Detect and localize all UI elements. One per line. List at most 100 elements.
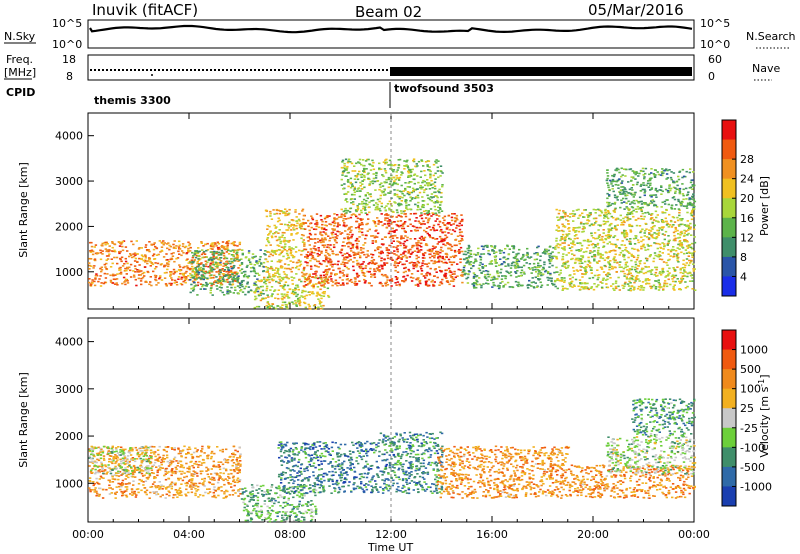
data-cell: [267, 234, 270, 236]
data-cell: [404, 215, 408, 218]
data-cell: [409, 196, 412, 199]
data-cell: [556, 216, 559, 219]
data-cell: [288, 246, 291, 248]
data-cell: [414, 197, 417, 200]
data-cell: [172, 252, 175, 254]
data-cell: [650, 188, 653, 190]
data-cell: [412, 158, 416, 160]
data-cell: [672, 267, 675, 269]
data-cell: [689, 212, 693, 215]
data-cell: [222, 265, 225, 267]
data-cell: [314, 223, 317, 225]
data-cell: [158, 240, 161, 242]
data-cell: [432, 224, 436, 227]
data-cell: [558, 209, 561, 212]
data-cell: [409, 276, 413, 279]
data-cell: [316, 260, 319, 263]
data-cell: [235, 249, 239, 252]
data-cell: [671, 280, 675, 283]
data-cell: [630, 285, 633, 288]
data-cell: [612, 258, 615, 261]
data-cell: [374, 189, 377, 191]
data-cell: [269, 215, 272, 217]
data-cell: [593, 250, 596, 252]
data-cell: [124, 257, 127, 260]
data-cell: [595, 261, 599, 263]
data-cell: [251, 253, 255, 255]
data-cell: [355, 176, 358, 178]
data-cell: [133, 265, 137, 267]
data-cell: [455, 244, 458, 247]
data-cell: [370, 256, 374, 259]
data-cell: [366, 253, 369, 256]
data-cell: [414, 203, 417, 206]
data-cell: [459, 274, 463, 277]
data-cell: [363, 281, 367, 284]
data-cell: [353, 193, 356, 196]
data-cell: [581, 212, 584, 215]
data-cell: [363, 275, 367, 277]
data-cell: [226, 274, 230, 277]
data-cell: [217, 272, 221, 274]
data-cell: [380, 273, 384, 276]
data-cell: [459, 269, 462, 271]
data-cell: [655, 237, 658, 240]
data-cell: [220, 252, 223, 255]
data-cell: [640, 236, 643, 239]
data-cell: [259, 256, 262, 258]
data-cell: [331, 236, 335, 239]
data-cell: [555, 266, 558, 269]
data-cell: [393, 221, 396, 223]
data-cell: [179, 272, 182, 275]
data-cell: [289, 225, 293, 227]
data-cell: [634, 261, 637, 263]
data-cell: [472, 284, 476, 287]
data-cell: [633, 248, 636, 250]
data-cell: [561, 285, 564, 288]
data-cell: [312, 228, 316, 230]
data-cell: [153, 242, 156, 244]
data-cell: [346, 252, 349, 255]
data-cell: [468, 270, 471, 273]
data-cell: [613, 203, 616, 205]
data-cell: [304, 284, 308, 286]
data-cell: [175, 245, 178, 247]
data-cell: [332, 281, 335, 283]
data-cell: [220, 269, 223, 271]
data-cell: [481, 266, 485, 269]
data-cell: [509, 271, 513, 273]
data-cell: [513, 257, 517, 260]
data-cell: [500, 268, 503, 271]
data-cell: [686, 272, 689, 275]
data-cell: [629, 229, 632, 231]
data-cell: [253, 275, 256, 277]
data-cell: [444, 261, 447, 264]
data-cell: [184, 281, 187, 284]
data-cell: [490, 276, 493, 279]
data-cell: [536, 269, 540, 271]
data-cell: [650, 235, 654, 238]
data-cell: [235, 254, 239, 256]
data-cell: [430, 193, 434, 195]
data-cell: [411, 225, 415, 227]
data-cell: [107, 255, 110, 257]
data-cell: [662, 221, 665, 223]
data-cell: [426, 194, 429, 197]
data-cell: [514, 255, 518, 258]
data-cell: [234, 257, 237, 259]
data-cell: [679, 218, 682, 220]
data-cell: [91, 282, 94, 284]
data-cell: [402, 247, 406, 249]
data-cell: [437, 209, 440, 212]
data-cell: [646, 182, 650, 185]
data-cell: [677, 200, 680, 203]
data-cell: [353, 186, 356, 189]
data-cell: [399, 203, 402, 205]
data-cell: [605, 216, 609, 218]
data-cell: [542, 273, 545, 276]
data-cell: [95, 252, 99, 254]
data-cell: [396, 264, 399, 267]
data-cell: [191, 260, 194, 263]
data-cell: [579, 265, 582, 268]
data-cell: [286, 291, 289, 293]
